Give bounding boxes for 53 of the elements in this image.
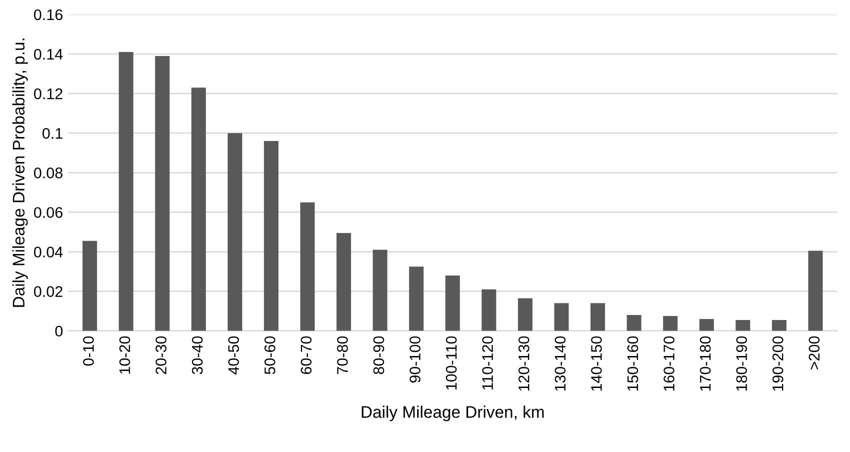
x-tick-label: 170-180 xyxy=(700,336,711,391)
y-tick-label: 0.16 xyxy=(34,9,62,20)
x-tick-label: 80-90 xyxy=(373,336,384,374)
x-tick-label: 100-110 xyxy=(446,336,457,390)
bar xyxy=(155,56,170,331)
x-tick-label: 60-70 xyxy=(300,336,312,374)
x-tick-label: 10-20 xyxy=(119,336,130,374)
x-tick-label: 160-170 xyxy=(664,336,674,391)
bar xyxy=(445,275,460,331)
bar xyxy=(409,266,424,331)
bar xyxy=(372,250,388,331)
x-tick-label: 190-200 xyxy=(772,336,784,391)
y-tick-label: 0.02 xyxy=(34,286,62,297)
x-tick-label: 140-150 xyxy=(591,336,602,391)
y-tick-label: 0.1 xyxy=(42,128,62,139)
x-tick-label: 130-140 xyxy=(554,336,566,391)
bar xyxy=(336,232,352,331)
bar xyxy=(82,240,98,331)
bar xyxy=(518,298,532,331)
x-tick-label: 120-130 xyxy=(518,336,530,391)
y-tick-label: 0.04 xyxy=(34,246,63,258)
x-tick-label: 0-10 xyxy=(83,336,94,366)
bar xyxy=(191,88,206,331)
x-tick-label: 40-50 xyxy=(228,336,240,374)
y-tick-label: 0.12 xyxy=(34,88,62,100)
x-tick-label: 180-190 xyxy=(736,336,748,391)
bar xyxy=(736,320,750,331)
x-tick-label: 90-100 xyxy=(410,336,420,383)
bar xyxy=(699,319,714,331)
y-tick-label: 0.14 xyxy=(34,48,63,60)
x-tick-label: >200 xyxy=(808,336,820,370)
x-tick-label: 110-120 xyxy=(482,336,494,390)
x-tick-label: 30-40 xyxy=(192,336,203,374)
bar xyxy=(300,202,315,331)
bar xyxy=(482,289,496,331)
bar xyxy=(590,303,606,331)
y-tick-label: 0.08 xyxy=(34,168,62,178)
bar xyxy=(118,52,134,331)
x-tick-label: 150-160 xyxy=(627,336,638,391)
bar xyxy=(663,316,678,331)
x-tick-label: 50-60 xyxy=(264,336,276,374)
y-tick-label: 0.06 xyxy=(34,207,62,218)
bar xyxy=(554,303,569,331)
y-axis-title: Daily Mileage Driven Probability, p.u. xyxy=(12,38,28,307)
x-axis-title: Daily Mileage Driven, km xyxy=(362,406,544,422)
bar xyxy=(228,133,242,331)
y-tick-label: 0 xyxy=(55,326,63,337)
bar xyxy=(772,320,786,331)
x-tick-label: 20-30 xyxy=(156,336,166,374)
bar xyxy=(808,250,823,331)
bar xyxy=(626,315,642,331)
x-tick-label: 70-80 xyxy=(337,336,348,374)
bar xyxy=(264,141,278,331)
